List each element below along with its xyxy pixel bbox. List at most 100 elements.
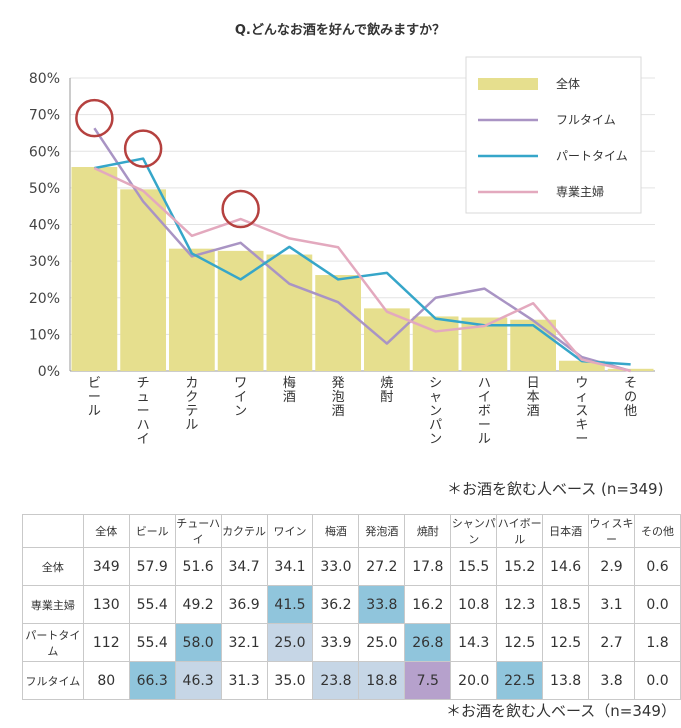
table-header-cell: ウィスキー xyxy=(588,514,635,548)
table-header-cell: 日本酒 xyxy=(542,514,590,548)
table-cell: 25.0 xyxy=(266,623,314,662)
table-cell: 22.5 xyxy=(496,661,544,700)
table-cell: 57.9 xyxy=(128,547,176,586)
table-cell: 26.8 xyxy=(404,623,452,662)
series-line xyxy=(94,157,631,366)
table-cell: 55.4 xyxy=(128,585,176,624)
table-header-row: 全体 ビール チューハイ カクテル ワイン 梅酒 発泡酒 焼酎 シャンパン ハイボール 日本酒 ウィス… xyxy=(22,514,681,548)
table-cell: 16.2 xyxy=(404,585,452,624)
x-tick-label: ビール xyxy=(88,376,101,419)
bar xyxy=(120,189,166,371)
x-tick-label: ウィスキー xyxy=(575,376,588,447)
table-cell: 2.9 xyxy=(588,547,635,586)
table-row-label: パートタイム xyxy=(22,623,84,662)
table-cell: 349 xyxy=(82,547,130,586)
y-tick-label: 80% xyxy=(29,71,60,87)
table-row: パートタイム 112 55.4 58.0 32.1 25.0 33.9 25.0 26.8 14.… xyxy=(22,623,681,662)
bar xyxy=(266,254,313,371)
highlight-circle xyxy=(75,98,114,138)
legend-label: フルタイム xyxy=(556,113,616,127)
x-tick-label: シャンパン xyxy=(429,376,442,447)
series-line xyxy=(93,166,631,373)
legend-swatch xyxy=(478,78,538,90)
y-tick-label: 0% xyxy=(38,364,60,380)
series-line xyxy=(93,127,631,373)
y-tick-label: 40% xyxy=(29,218,60,234)
table-cell: 49.2 xyxy=(174,585,222,624)
table-cell: 35.0 xyxy=(266,661,314,700)
table-header-cell: ワイン xyxy=(266,514,314,548)
bars xyxy=(71,166,654,371)
table-cell: 15.2 xyxy=(496,547,544,586)
table-header-cell: カクテル xyxy=(220,514,268,548)
x-tick-label: 焼酎 xyxy=(380,376,393,405)
legend-label: 全体 xyxy=(556,76,580,91)
table-header-cell: ハイボール xyxy=(496,514,544,548)
table-cell: 58.0 xyxy=(174,623,222,662)
table-header-cell: 梅酒 xyxy=(312,514,360,548)
table-body: 全体 349 57.9 51.6 34.7 34.1 33.0 27.2 17.8 15.5 15.… xyxy=(22,547,681,700)
table-cell: 15.5 xyxy=(450,547,498,586)
x-tick-label: チューハイ xyxy=(137,376,150,447)
y-tick-label: 30% xyxy=(29,254,60,270)
table-cell: 20.0 xyxy=(450,661,498,700)
bar xyxy=(169,248,215,371)
y-tick-label: 20% xyxy=(29,291,60,307)
table-cell: 7.5 xyxy=(404,661,452,700)
table-cell: 33.8 xyxy=(358,585,406,624)
table-cell: 36.9 xyxy=(220,585,268,624)
table-cell: 23.8 xyxy=(312,661,360,700)
x-tick-label: その他 xyxy=(624,376,637,419)
bar xyxy=(71,166,118,371)
table-cell: 41.5 xyxy=(266,585,314,624)
table-cell: 0.0 xyxy=(634,661,681,700)
table-header-cell: 焼酎 xyxy=(404,514,452,548)
table-cell: 0.0 xyxy=(634,585,681,624)
table-cell: 3.8 xyxy=(588,661,635,700)
table-cell: 112 xyxy=(82,623,130,662)
highlight-circle xyxy=(123,129,163,168)
table-cell: 18.8 xyxy=(358,661,406,700)
table-cell: 0.6 xyxy=(634,547,681,586)
table-cell: 12.5 xyxy=(496,623,544,662)
legend-label: パートタイム xyxy=(556,149,628,163)
table-row-label: 全体 xyxy=(22,547,84,586)
table-cell: 12.5 xyxy=(542,623,590,662)
grid xyxy=(69,77,655,372)
table-header-cell: シャンパン xyxy=(450,514,498,548)
x-tick-label: 日本酒 xyxy=(527,376,540,419)
table-cell: 34.1 xyxy=(266,547,314,586)
y-tick-label: 70% xyxy=(29,108,60,124)
table-header-cell: ビール xyxy=(128,514,176,548)
table-cell: 3.1 xyxy=(588,585,635,624)
table-cell: 34.7 xyxy=(220,547,268,586)
table-row: 専業主婦 130 55.4 49.2 36.9 41.5 36.2 33.8 16.2 10.8 1… xyxy=(22,585,681,624)
table-cell: 66.3 xyxy=(128,661,176,700)
table-cell: 1.8 xyxy=(634,623,681,662)
chart-title: Q.どんなお酒を好んで飲みますか？ xyxy=(235,22,445,38)
table-header-cell: チューハイ xyxy=(174,514,222,548)
y-tick-label: 10% xyxy=(29,327,60,343)
bar xyxy=(315,275,361,371)
table-cell: 46.3 xyxy=(174,661,222,700)
y-tick-label: 60% xyxy=(29,144,60,160)
table-cell: 32.1 xyxy=(220,623,268,662)
table-cell: 12.3 xyxy=(496,585,544,624)
table-cell: 10.8 xyxy=(450,585,498,624)
table-cell: 36.2 xyxy=(312,585,360,624)
table-cell: 33.9 xyxy=(312,623,360,662)
table-row-label: 専業主婦 xyxy=(22,585,84,624)
table-cell: 27.2 xyxy=(358,547,406,586)
table-cell: 80 xyxy=(82,661,130,700)
table-cell: 17.8 xyxy=(404,547,452,586)
table-cell: 14.3 xyxy=(450,623,498,662)
chart: Q.どんなお酒を好んで飲みますか？ 0% 10% 20% 30% 40% 50% 60% 70… xyxy=(29,22,655,447)
series-lines xyxy=(93,127,631,373)
table-cell: 2.7 xyxy=(588,623,635,662)
table-cell: 130 xyxy=(82,585,130,624)
table-cell: 14.6 xyxy=(542,547,590,586)
x-tick-label: 梅酒 xyxy=(283,376,296,405)
y-tick-labels: 0% 10% 20% 30% 40% 50% 60% 70% 80% xyxy=(29,71,60,380)
data-table: 全体 ビール チューハイ カクテル ワイン 梅酒 発泡酒 焼酎 シャンパン ハイボール 日本酒 ウィス… xyxy=(22,514,681,700)
x-tick-label: ワイン xyxy=(234,376,247,419)
